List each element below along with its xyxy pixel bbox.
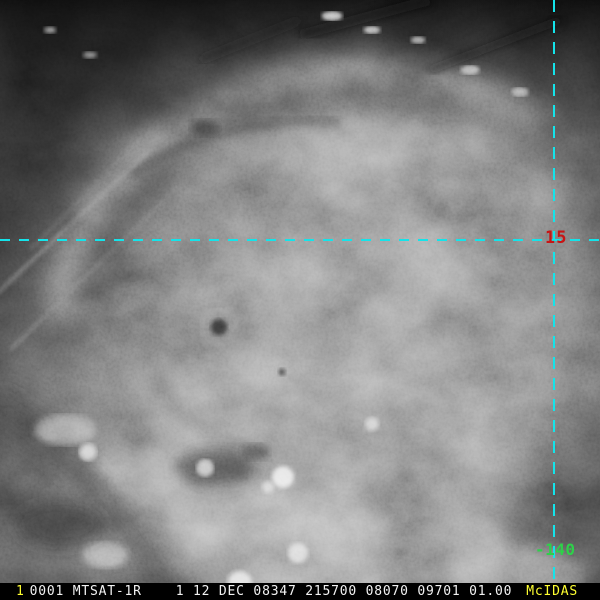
frame-id-and-satellite: 0001 MTSAT-1R [29, 584, 142, 599]
crosshair-horizontal-line [0, 239, 600, 241]
mcidas-brand-label: McIDAS [526, 584, 579, 599]
image-info-text: 1 12 DEC 08347 215700 08070 09701 01.00 [175, 584, 513, 599]
frame-number: 1 [16, 584, 25, 599]
status-bar: 1 0001 MTSAT-1R 1 12 DEC 08347 215700 08… [0, 583, 600, 600]
longitude-label: -140 [535, 540, 576, 559]
crosshair-vertical-line [553, 0, 555, 582]
cursor-value-label: 15 [545, 228, 568, 248]
